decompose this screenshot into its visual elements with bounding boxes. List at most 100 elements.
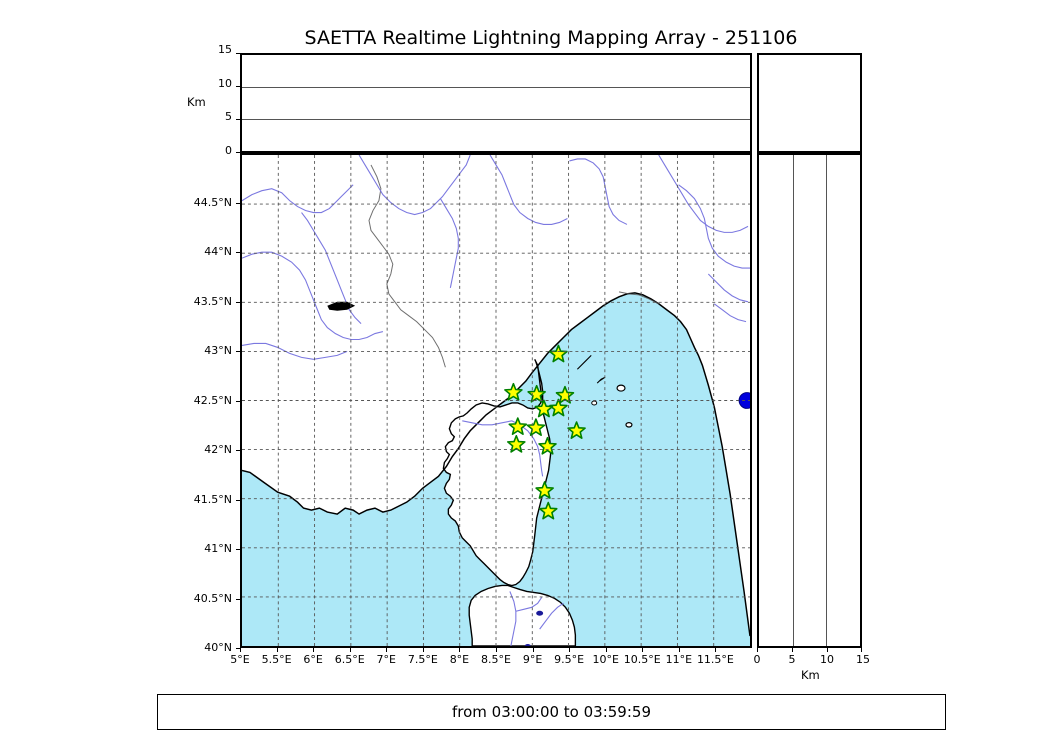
station-marker[interactable] [567,421,586,439]
tick-map-lat-43: 43°N [204,344,232,357]
tickmark-map-lon [276,648,278,652]
tickmark-map-lat [236,202,240,204]
station-marker[interactable] [538,436,557,455]
gridline-right-5km [792,155,794,646]
lake-france [327,301,356,311]
tickmark-map-lon [605,648,607,652]
panel-map[interactable] [240,153,752,648]
station-markers-layer[interactable] [504,344,586,520]
tick-map-lon-9.5: 9.5°E [554,653,585,666]
panel-corner [757,53,862,153]
tick-map-lon-8.5: 8.5°E [481,653,511,666]
tickmark-map-lon [313,648,315,652]
tick-map-lon-10.5: 10.5°E [623,653,661,666]
island-sardinia [468,584,577,646]
tick-top-y-0: 0 [225,144,232,157]
tickmark-map-lat [236,252,240,253]
axis-label-right-km: Km [801,668,820,682]
tickmark-map-lat [236,549,240,550]
tick-map-lat-44: 44°N [204,245,232,258]
island-montecristo [625,422,633,428]
tickmark-right-5 [792,648,793,652]
lake-sardinia-south [524,644,531,646]
tickmark-map-lon [422,648,424,652]
tick-map-lon-11: 11°E [665,653,693,666]
island-corsica [442,359,552,587]
station-marker[interactable] [534,399,554,418]
station-marker[interactable] [526,418,546,437]
panel-height-vs-latitude[interactable] [757,153,862,648]
tickmark-top-10 [236,86,240,87]
tickmark-map-lon [459,648,461,652]
tickmark-map-lon [532,648,534,652]
tickmark-map-lon [349,648,351,652]
panel-height-vs-longitude[interactable] [240,53,752,153]
tick-right-x-15: 15 [856,653,870,666]
tickmark-map-lon [678,648,680,652]
tickmark-right-15 [861,648,862,652]
tick-map-lon-11.5: 11.5°E [696,653,734,666]
border-lines [368,164,446,368]
lake-omodeo [536,610,544,616]
tickmark-map-lat [236,648,240,649]
coast-fragment-a [576,354,592,370]
tickmark-map-lon [386,648,388,652]
tick-map-lat-44.5: 44.5°N [193,195,232,209]
status-bar[interactable]: from 03:00:00 to 03:59:59 [157,694,946,730]
tick-right-x-10: 10 [820,653,834,666]
station-marker[interactable] [527,384,546,403]
gridline-top-5km [242,118,750,120]
gridline-top-10km [242,86,750,88]
tickmark-right-0 [757,648,758,652]
station-marker[interactable] [507,434,526,453]
island-capraia [591,400,598,406]
tick-map-lat-42.5: 42.5°N [193,393,232,407]
map-canvas[interactable] [242,155,750,646]
tick-map-lon-5.5: 5.5°E [261,653,292,666]
page-title: SAETTA Realtime Lightning Mapping Array … [304,27,798,49]
station-marker[interactable] [555,385,575,404]
station-marker[interactable] [535,481,554,499]
tickmark-map-lat [236,400,240,402]
tick-map-lat-43.5: 43.5°N [193,294,232,308]
tick-map-lat-40.5: 40.5°N [193,591,232,605]
tickmark-top-5 [236,119,240,120]
tick-map-lon-6.5: 6.5°E [334,653,365,666]
tickmark-map-lon [642,648,644,652]
station-marker[interactable] [504,382,523,401]
tick-top-y-15: 15 [218,43,232,56]
tick-map-lon-8: 8°E [449,653,470,666]
tick-map-lon-7.5: 7.5°E [407,653,438,666]
axis-label-top-km: Km [187,95,206,109]
status-text: from 03:00:00 to 03:59:59 [451,703,651,721]
tick-map-lat-40: 40°N [204,641,232,654]
tickmark-map-lon [715,648,717,652]
tick-map-lon-7: 7°E [376,653,396,666]
tickmark-map-lat [236,598,240,600]
tickmark-top-0 [236,152,240,153]
tickmark-map-lat [236,301,240,303]
tick-top-y-10: 10 [218,77,232,90]
station-marker[interactable] [538,501,558,520]
tickmark-map-lon [496,648,497,652]
tick-right-x-5: 5 [788,653,796,666]
border-lines-2 [618,291,659,305]
tick-right-x-0: 0 [753,653,761,666]
tickmark-map-lat [236,450,240,451]
tickmark-map-lat [236,499,240,501]
tick-map-lon-10: 10°E [592,653,619,666]
tick-map-lon-5: 5°E [230,653,250,666]
station-marker[interactable] [549,398,568,417]
tick-map-lon-9: 9°E [522,653,543,666]
station-marker[interactable] [508,417,528,436]
tickmark-right-10 [827,648,828,652]
tick-map-lat-41.5: 41.5°N [193,492,232,506]
tick-map-lat-41: 41°N [204,542,232,555]
island-elba [616,384,626,392]
gridline-right-10km [826,155,828,646]
tickmark-map-lon [569,648,571,652]
tick-map-lon-6: 6°E [303,653,323,666]
tickmark-top-15 [236,53,240,54]
tick-top-y-5: 5 [225,110,232,123]
